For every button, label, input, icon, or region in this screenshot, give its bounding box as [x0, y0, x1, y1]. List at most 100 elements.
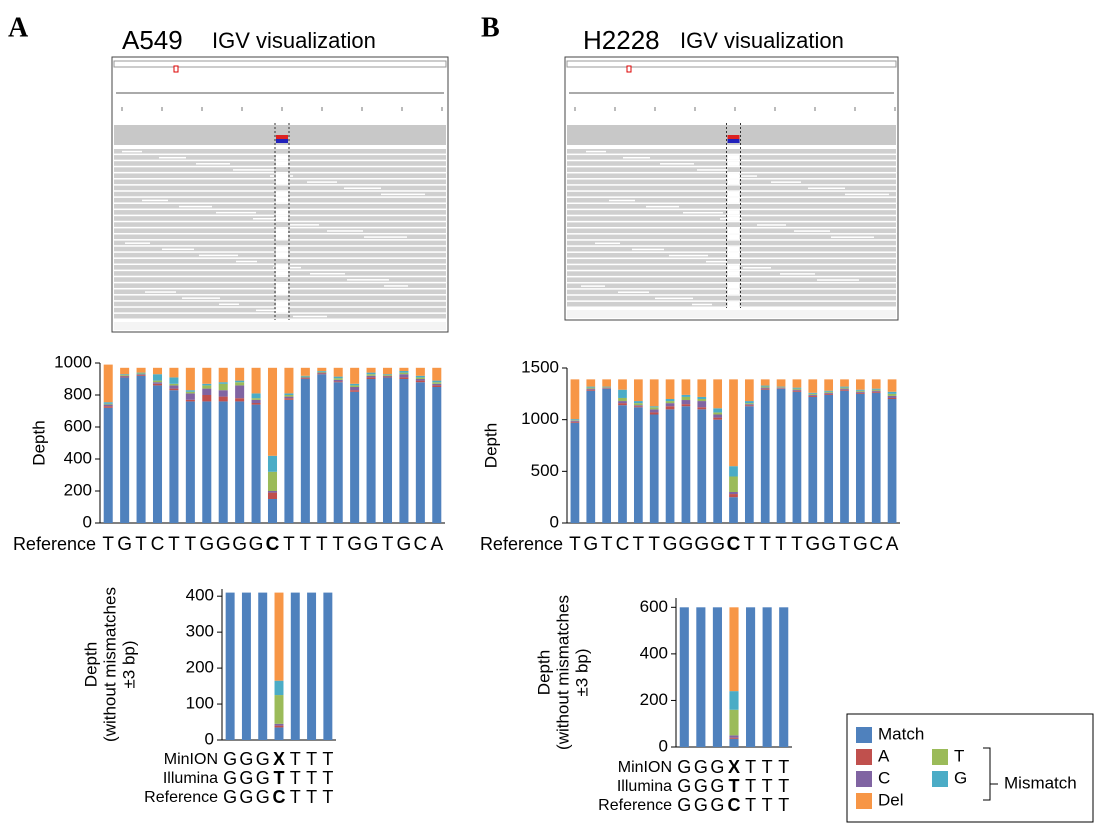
igv-gap — [646, 206, 679, 208]
bar-segment — [634, 407, 643, 523]
bar-segment — [104, 365, 113, 403]
bar-segment — [275, 593, 284, 681]
bar-segment — [713, 379, 722, 408]
base-label: G — [239, 749, 253, 769]
bar-segment — [808, 396, 817, 397]
bar-segment — [242, 593, 251, 740]
bar-segment — [697, 401, 706, 407]
bar-segment — [888, 399, 897, 523]
bar-segment — [697, 379, 706, 397]
igv-del — [276, 277, 288, 282]
x-tick-label: C — [616, 534, 630, 555]
igv-gap — [618, 291, 649, 293]
igv-del — [276, 247, 288, 252]
igv-del — [728, 235, 740, 240]
bar-segment — [120, 377, 129, 523]
bar-segment — [840, 379, 849, 386]
bar-segment — [137, 376, 146, 523]
bar-segment — [777, 388, 786, 389]
bar-segment — [602, 388, 611, 389]
base-label: C — [728, 795, 741, 815]
base-label: T — [778, 757, 789, 777]
legend-swatch — [856, 771, 872, 787]
igv-del — [276, 228, 288, 233]
igv-del — [276, 216, 288, 221]
y-tick-label: 200 — [186, 658, 214, 677]
y-axis-label: (without mismatches — [100, 587, 119, 742]
igv-del — [276, 308, 288, 313]
x-tick-label: G — [232, 534, 247, 555]
bar-segment — [856, 379, 865, 389]
igv-del — [276, 204, 288, 209]
igv-gap — [236, 261, 257, 263]
igv-del — [728, 186, 740, 191]
base-label: T — [745, 776, 756, 796]
bar-segment — [137, 368, 146, 373]
bar-segment — [252, 368, 261, 394]
bar-segment — [275, 695, 284, 724]
bar-segment — [120, 375, 129, 376]
bar-segment — [334, 377, 343, 379]
bar-segment — [399, 371, 408, 373]
igv-marker — [174, 66, 178, 72]
y-tick-label: 100 — [186, 694, 214, 713]
igv-del — [276, 289, 288, 294]
y-axis-label: (without mismatches — [553, 595, 572, 750]
base-label: T — [762, 776, 773, 796]
bar-segment — [226, 593, 235, 740]
bar-segment — [268, 368, 277, 456]
bar-segment — [137, 373, 146, 374]
bar-segment — [416, 381, 425, 383]
x-tick-label: G — [397, 534, 412, 555]
bar-segment — [350, 368, 359, 384]
bar-segment — [301, 378, 310, 379]
bar-segment — [317, 372, 326, 373]
y-tick-label: 400 — [186, 586, 214, 605]
base-label: G — [694, 795, 708, 815]
bar-segment — [697, 409, 706, 523]
igv-gap — [182, 297, 220, 299]
igv-gap — [381, 194, 425, 196]
bar-segment — [761, 386, 770, 387]
igv-gap — [122, 151, 142, 153]
bar-segment — [186, 393, 195, 399]
bar-segment — [153, 382, 162, 384]
bar-segment — [586, 391, 595, 523]
x-tick-label: G — [821, 534, 836, 555]
bar-segment — [777, 389, 786, 523]
bar-segment — [275, 726, 284, 728]
igv-gap — [757, 224, 786, 226]
igv-gap — [669, 255, 708, 256]
igv-gap — [581, 285, 605, 287]
bar-segment — [219, 368, 228, 382]
bar-segment — [301, 377, 310, 378]
bar-segment — [618, 403, 627, 405]
bar-segment — [571, 422, 580, 423]
y-tick-label: 200 — [64, 480, 92, 499]
igv-del — [728, 277, 740, 282]
x-tick-label: T — [648, 534, 660, 555]
bar-segment — [432, 384, 441, 386]
bar-segment — [793, 379, 802, 387]
x-tick-label: T — [791, 534, 803, 555]
igv-del — [728, 161, 740, 166]
igv-del — [276, 222, 288, 227]
bar-segment — [682, 404, 691, 406]
base-label: G — [223, 768, 237, 788]
bar-segment — [840, 390, 849, 391]
bar-segment — [618, 390, 627, 398]
igv-del — [276, 253, 288, 258]
bar-segment — [153, 384, 162, 386]
igv-gap — [364, 236, 407, 238]
bar-segment — [761, 390, 770, 523]
bar-segment — [729, 607, 738, 691]
bar-segment — [808, 394, 817, 395]
bar-segment — [284, 398, 293, 400]
bar-segment — [824, 394, 833, 395]
x-tick-label: C — [869, 534, 883, 555]
igv-gap — [771, 181, 801, 183]
igv-gap — [293, 316, 327, 318]
bar-segment — [307, 593, 316, 740]
bar-segment — [729, 466, 738, 476]
igv-gap — [817, 279, 859, 281]
